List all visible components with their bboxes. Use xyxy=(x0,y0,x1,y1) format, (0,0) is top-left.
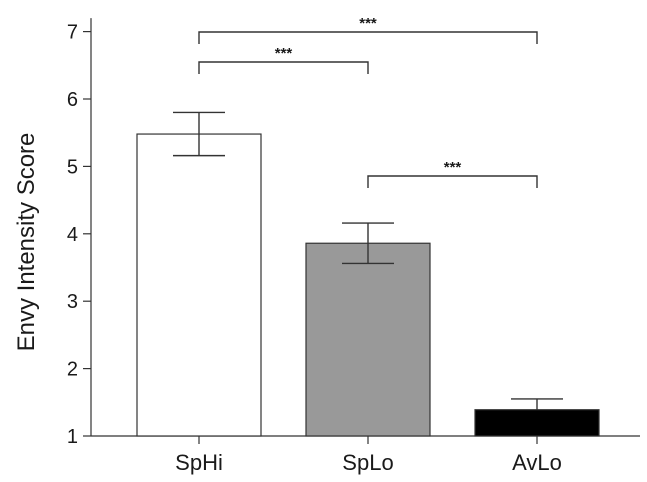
bar-sphi xyxy=(136,133,262,437)
bar-avlo xyxy=(474,409,600,437)
y-tick-label: 6 xyxy=(67,89,78,111)
significance-bracket xyxy=(198,31,538,44)
y-tick-label: 2 xyxy=(67,359,78,381)
significance-brackets xyxy=(198,31,538,188)
significance-label: *** xyxy=(275,45,293,62)
chart-labels: 1 2 3 4 5 6 7 SpHi SpLo AvLo *** *** *** xyxy=(67,15,562,475)
x-tick-label-sphi: SpHi xyxy=(175,450,223,475)
chart-error-bars xyxy=(173,111,563,410)
y-tick-label: 7 xyxy=(67,22,78,44)
y-axis-title: Envy Intensity Score xyxy=(13,133,40,352)
y-tick-label: 1 xyxy=(67,426,78,448)
y-tick-label: 4 xyxy=(67,224,78,246)
x-tick-label-splo: SpLo xyxy=(342,450,393,475)
significance-label: *** xyxy=(359,15,377,32)
y-tick-label: 5 xyxy=(67,156,78,178)
chart-bars xyxy=(136,133,600,437)
x-tick-label-avlo: AvLo xyxy=(512,450,562,475)
significance-label: *** xyxy=(444,159,462,176)
bar-splo xyxy=(305,242,431,437)
significance-bracket xyxy=(367,175,538,188)
significance-bracket xyxy=(198,61,369,74)
y-tick-label: 3 xyxy=(67,291,78,313)
